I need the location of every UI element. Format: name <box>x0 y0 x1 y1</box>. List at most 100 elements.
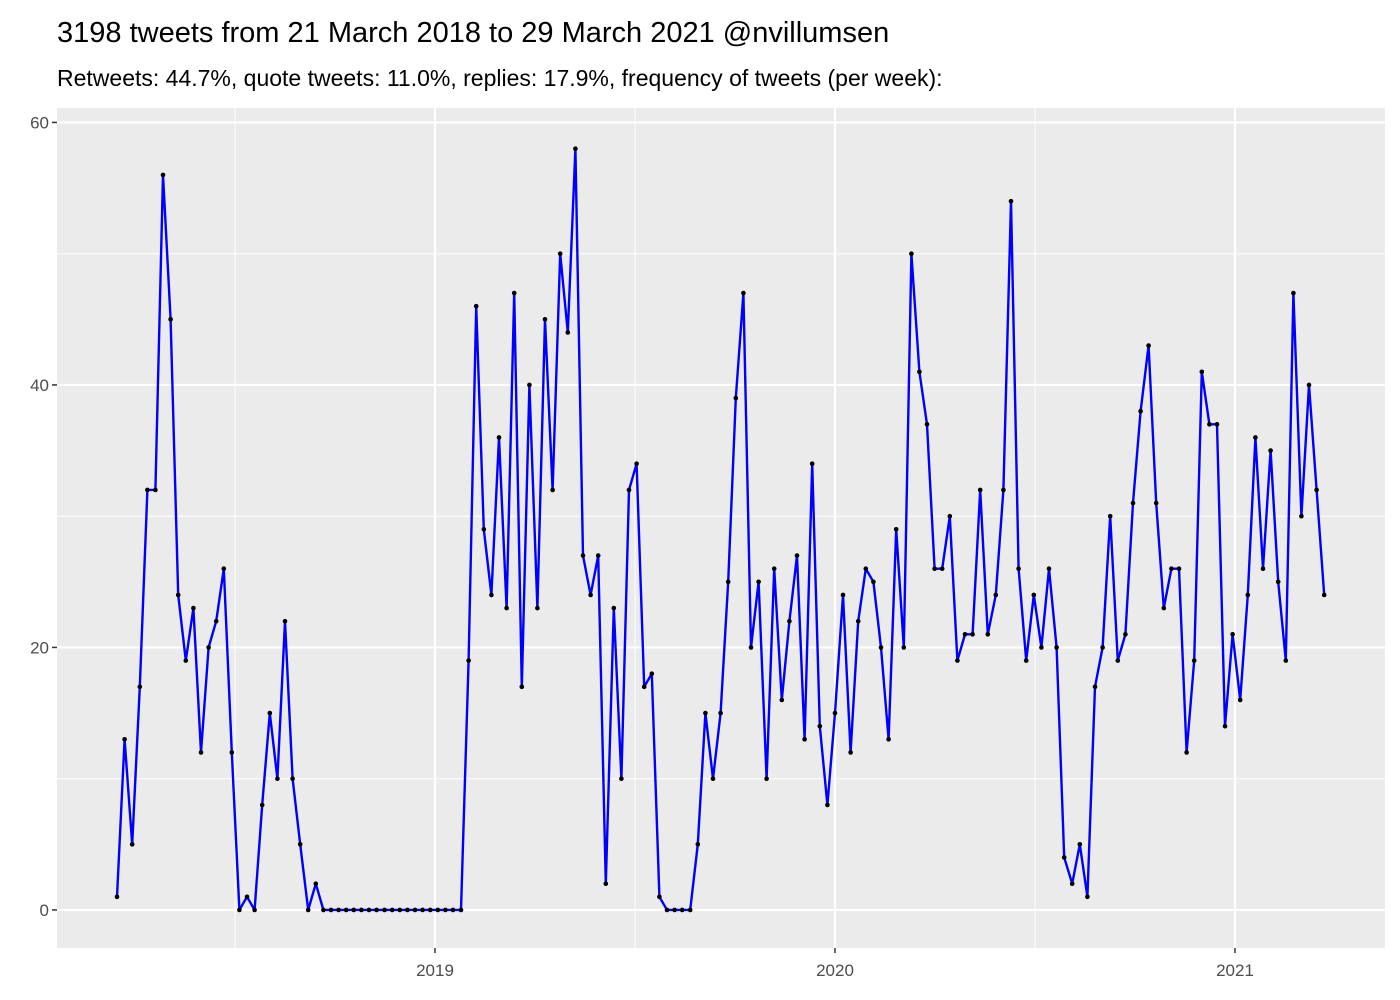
data-point <box>504 605 509 611</box>
data-point <box>939 566 945 571</box>
data-point <box>779 697 785 703</box>
data-point <box>557 251 563 256</box>
data-point <box>619 776 624 781</box>
data-point <box>634 461 639 466</box>
data-point <box>1222 723 1228 729</box>
data-point <box>1123 632 1128 637</box>
data-point <box>1214 422 1220 427</box>
data-point <box>1314 487 1319 493</box>
data-point <box>237 907 242 913</box>
data-point <box>1046 566 1052 571</box>
data-point <box>297 842 303 847</box>
data-point <box>382 907 387 913</box>
data-point <box>229 750 235 755</box>
data-point <box>809 461 815 466</box>
data-point <box>871 579 876 585</box>
data-point <box>695 842 701 847</box>
data-point <box>389 907 395 913</box>
data-point <box>1023 658 1029 663</box>
data-point <box>748 645 754 650</box>
data-point <box>489 592 494 598</box>
data-point <box>527 382 532 388</box>
data-point <box>1299 513 1304 519</box>
data-point <box>1161 605 1167 611</box>
data-point <box>573 146 578 151</box>
data-point <box>473 303 479 309</box>
data-point <box>259 802 265 808</box>
data-point <box>397 907 403 913</box>
data-point <box>1039 645 1044 650</box>
data-point <box>191 605 196 611</box>
data-point <box>321 907 326 913</box>
data-point <box>703 710 708 716</box>
data-point <box>313 881 319 886</box>
data-point <box>374 907 379 913</box>
data-point <box>458 907 464 913</box>
data-point <box>741 290 746 296</box>
data-point <box>435 907 441 913</box>
data-point <box>1207 422 1212 427</box>
data-point <box>336 907 341 913</box>
plot-panel <box>57 108 1385 948</box>
data-point <box>802 737 807 742</box>
data-point <box>664 907 670 913</box>
data-point <box>611 605 617 611</box>
data-point <box>932 566 937 571</box>
data-point <box>1153 500 1159 506</box>
data-point <box>343 907 349 913</box>
data-point <box>947 513 953 519</box>
chart-subtitle: Retweets: 44.7%, quote tweets: 11.0%, re… <box>57 65 943 91</box>
data-point <box>1107 513 1113 519</box>
data-point <box>1085 894 1090 900</box>
data-point <box>840 592 846 598</box>
x-tick-label: 2021 <box>1216 961 1254 980</box>
data-point <box>1077 842 1083 847</box>
data-point <box>550 487 555 493</box>
y-tick-label: 20 <box>30 638 49 657</box>
data-point <box>511 290 517 296</box>
data-point <box>160 172 166 178</box>
data-point <box>764 776 769 781</box>
data-point <box>129 842 135 847</box>
data-point <box>1008 198 1014 204</box>
data-point <box>588 592 593 598</box>
data-point <box>1275 579 1281 585</box>
data-point <box>420 907 425 913</box>
y-tick-label: 40 <box>30 376 49 395</box>
data-point <box>733 395 739 401</box>
data-point <box>1176 566 1182 571</box>
data-point <box>1146 343 1151 348</box>
data-point <box>221 566 227 571</box>
data-point <box>412 907 418 913</box>
data-point <box>603 881 609 886</box>
data-point <box>718 710 723 716</box>
data-point <box>756 579 761 585</box>
data-point <box>168 317 173 322</box>
data-point <box>649 671 655 676</box>
data-point <box>366 907 372 913</box>
data-point <box>787 618 792 624</box>
data-point <box>290 776 295 781</box>
data-point <box>863 566 869 571</box>
data-point <box>466 658 471 663</box>
data-point <box>1260 566 1266 571</box>
data-point <box>1253 435 1258 440</box>
data-point <box>725 579 731 585</box>
data-point <box>886 737 891 742</box>
data-point <box>832 710 838 716</box>
data-point <box>206 645 211 650</box>
data-point <box>1169 566 1174 571</box>
data-point <box>641 684 647 690</box>
data-point <box>672 907 677 913</box>
data-point <box>848 750 853 755</box>
data-point <box>710 776 716 781</box>
data-point <box>427 907 433 913</box>
data-point <box>535 605 540 611</box>
data-point <box>679 907 685 913</box>
data-point <box>901 645 907 650</box>
data-point <box>267 710 273 716</box>
data-point <box>450 907 456 913</box>
data-point <box>771 566 777 571</box>
data-point <box>153 487 158 493</box>
